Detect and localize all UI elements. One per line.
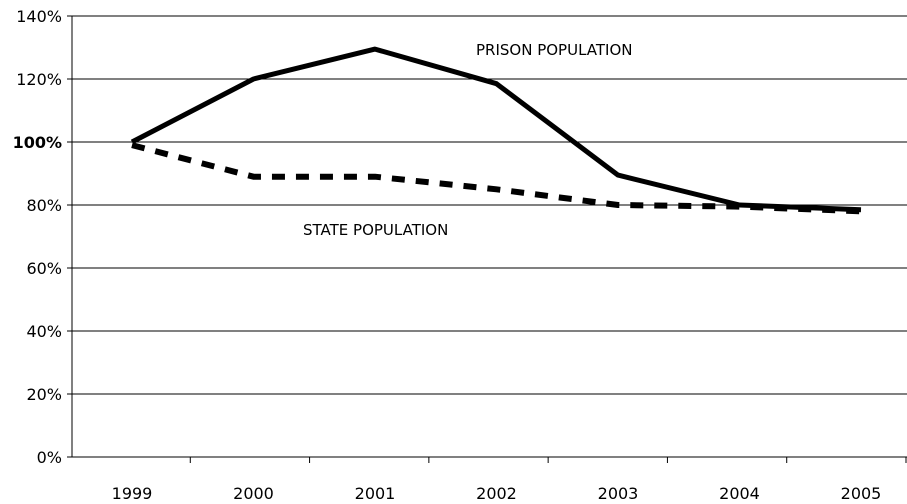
x-tick-label: 2001 [355, 484, 396, 503]
x-tick-label: 2002 [476, 484, 517, 503]
y-tick-label: 40% [26, 322, 62, 341]
x-tick-label: 1999 [112, 484, 153, 503]
y-tick-label: 100% [13, 133, 62, 152]
series-label-prison: PRISON POPULATION [476, 41, 633, 59]
series-label-state: STATE POPULATION [303, 221, 448, 239]
y-axis-tick-labels: 0% 20% 40% 60% 80% 100% 120% 140% [13, 7, 62, 467]
y-tick-label: 20% [26, 385, 62, 404]
y-tick-label: 0% [37, 448, 62, 467]
series-lines [130, 46, 862, 215]
gridlines [67, 15, 907, 458]
y-tick-label: 80% [26, 196, 62, 215]
state-population-line [131, 142, 862, 215]
x-axis-tick-labels: 1999 2000 2001 2002 2003 2004 2005 [112, 484, 882, 503]
x-tick-label: 2005 [841, 484, 882, 503]
x-tick-label: 2000 [233, 484, 274, 503]
x-tick-label: 2003 [598, 484, 639, 503]
prison-population-line [130, 46, 862, 213]
axes [71, 16, 907, 463]
y-tick-label: 140% [16, 7, 62, 26]
x-tick-label: 2004 [719, 484, 760, 503]
y-tick-label: 60% [26, 259, 62, 278]
y-tick-label: 120% [16, 70, 62, 89]
